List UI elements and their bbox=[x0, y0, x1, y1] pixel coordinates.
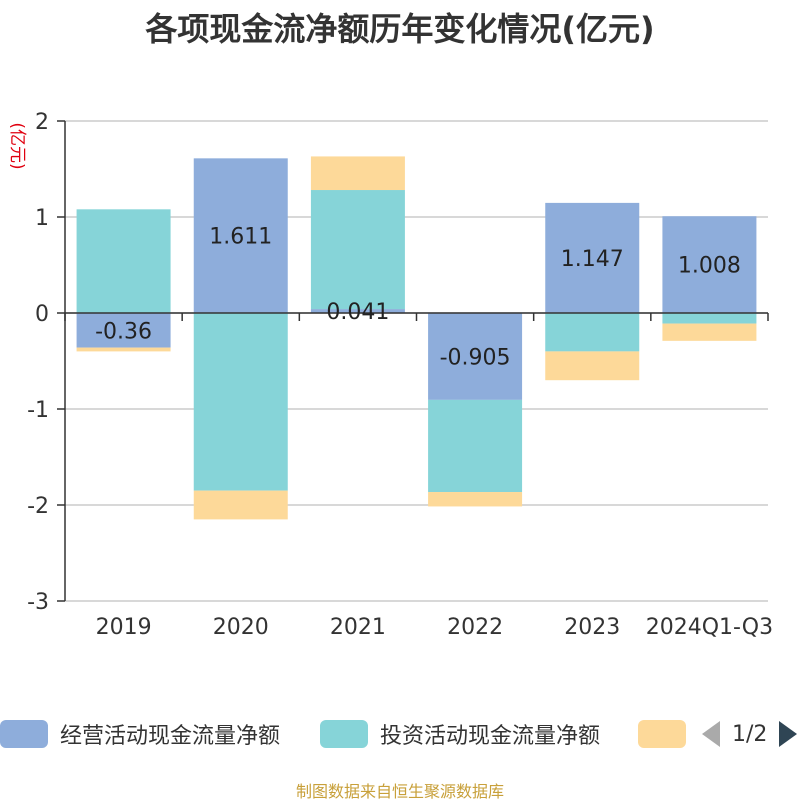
source-note: 制图数据来自恒生聚源数据库 bbox=[295, 782, 504, 801]
legend-item-financing[interactable] bbox=[638, 716, 698, 752]
legend-label-investing: 投资活动现金流量净额 bbox=[380, 724, 601, 749]
x-tick-label: 2021 bbox=[330, 615, 386, 640]
y-axis-unit-label: (亿元) bbox=[7, 122, 27, 169]
bar-series2-2020 bbox=[193, 490, 288, 520]
legend-swatch-financing bbox=[638, 720, 686, 748]
bar-series2-2024Q1-Q3 bbox=[662, 323, 757, 341]
bar-series2-2021 bbox=[310, 156, 405, 191]
bar-series2-2019 bbox=[76, 347, 171, 352]
y-tick-label: 2 bbox=[35, 110, 49, 135]
bar-series1-2020 bbox=[193, 313, 288, 491]
y-tick-label: 0 bbox=[35, 302, 49, 327]
bar-series1-2024Q1-Q3 bbox=[662, 313, 757, 324]
legend-item-operating[interactable]: 经营活动现金流量净额 bbox=[0, 716, 280, 752]
legend-swatch-investing bbox=[320, 720, 368, 748]
y-tick-label: -1 bbox=[27, 398, 49, 423]
x-tick-label: 2019 bbox=[96, 615, 152, 640]
bar-series0-2022 bbox=[428, 313, 523, 400]
x-tick-label: 2020 bbox=[213, 615, 269, 640]
x-tick-label: 2023 bbox=[564, 615, 620, 640]
chart-title: 各项现金流净额历年变化情况(亿元) bbox=[145, 10, 655, 48]
bar-series0-2023 bbox=[545, 202, 640, 313]
bar-series0-2019 bbox=[76, 313, 171, 348]
data-label: 1.147 bbox=[561, 247, 624, 272]
bar-series2-2022 bbox=[428, 492, 523, 507]
bar-series0-2024Q1-Q3 bbox=[662, 216, 757, 313]
x-tick-label: 2024Q1-Q3 bbox=[646, 615, 773, 640]
x-tick-label: 2022 bbox=[447, 615, 503, 640]
bar-series2-2023 bbox=[545, 351, 640, 381]
data-label: 0.041 bbox=[326, 300, 389, 325]
legend-pager: 1/2 bbox=[702, 716, 798, 752]
bar-chart: 2 1 0 -1 -2 -3 (亿元) 2019 2020 2021 2022 2023 2024Q1-… bbox=[7, 110, 773, 640]
legend-page-indicator: 1/2 bbox=[732, 721, 768, 747]
bar-series0-2020 bbox=[193, 158, 288, 313]
y-tick-label: -2 bbox=[27, 494, 49, 519]
y-tick-label: -3 bbox=[27, 590, 49, 615]
y-tick-label: 1 bbox=[35, 206, 49, 231]
legend-prev-icon[interactable] bbox=[702, 721, 720, 747]
legend-swatch-operating bbox=[0, 720, 48, 748]
legend-label-operating: 经营活动现金流量净额 bbox=[60, 724, 281, 749]
bar-series1-2019 bbox=[76, 209, 171, 313]
data-label: 1.008 bbox=[678, 254, 741, 279]
bar-series1-2021 bbox=[310, 190, 405, 310]
bar-series1-2022 bbox=[428, 399, 523, 493]
legend-next-icon[interactable] bbox=[779, 721, 798, 747]
bar-series1-2023 bbox=[545, 313, 640, 352]
legend: 经营活动现金流量净额 投资活动现金流量净额 1/2 bbox=[0, 716, 800, 756]
bar-series0-2021 bbox=[310, 309, 405, 313]
data-label: 1.611 bbox=[209, 225, 272, 250]
data-label: -0.36 bbox=[95, 319, 152, 344]
data-label: -0.905 bbox=[440, 345, 511, 370]
legend-item-investing[interactable]: 投资活动现金流量净额 bbox=[320, 716, 600, 752]
